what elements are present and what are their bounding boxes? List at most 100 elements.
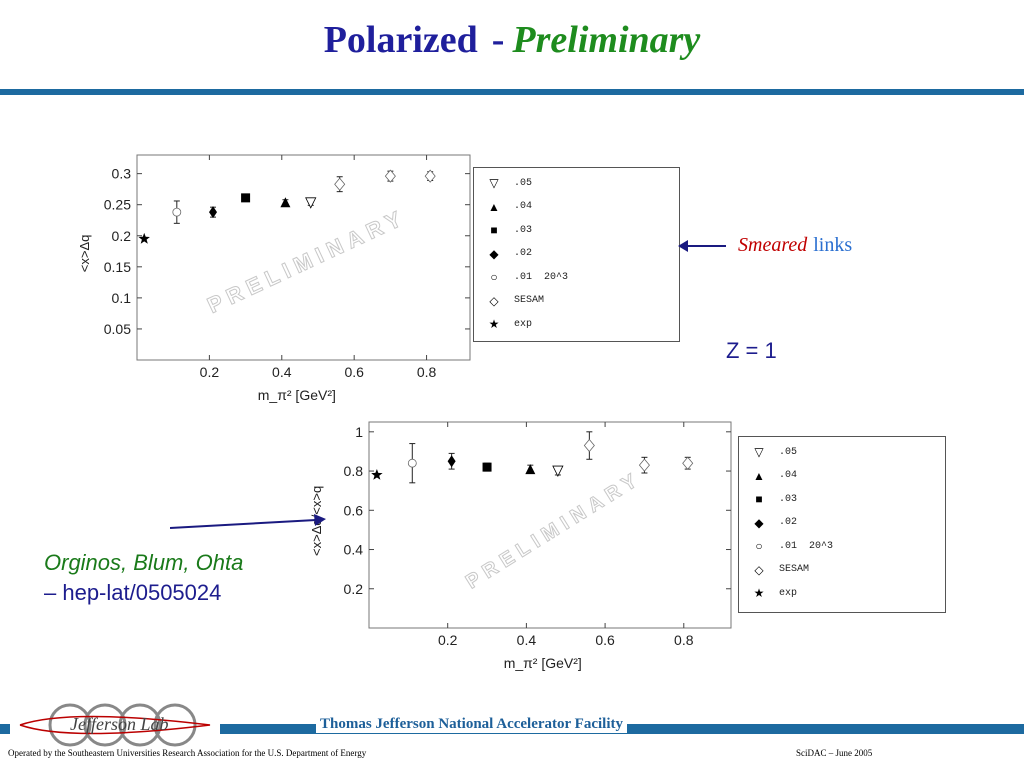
chart-lower: PRELIMINARY 0.2 0.4 0.6 0.8 0.2 0.4 0.6 0.8 1 m_π²… [309,420,736,680]
y-tick-label: 0.6 [344,502,364,518]
legend-label: .01 20^3 [779,540,834,552]
x-tick-label: 0.8 [417,364,437,380]
legend-marker-icon: ★ [488,317,500,331]
y-tick-label: 0.8 [344,463,364,479]
marker-diamond-open [334,177,346,191]
legend-label: .02 [779,517,798,528]
marker-diamond [209,206,218,219]
legend-marker-icon: ★ [753,586,765,600]
smeared-word: Smeared [738,234,808,256]
x-tick-label: 0.2 [200,364,220,380]
marker-diamond-open [424,169,436,183]
legend-upper-entry: ■ .03 [474,223,532,237]
title-separator: - [491,19,505,61]
legend-marker-icon: ■ [755,492,763,506]
series-group [138,232,150,244]
y-tick-label: 1 [355,424,363,440]
legend-lower-entry: ▲ .04 [739,469,797,483]
legend-label: .05 [779,446,798,458]
title-preliminary: Preliminary [512,19,701,61]
series-group [447,452,456,470]
legend-label: .04 [779,470,798,481]
legend-label: .04 [514,201,533,212]
y-tick-label: 0.3 [112,166,132,182]
x-tick-label: 0.6 [595,632,615,648]
y-tick-label: 0.05 [104,321,131,337]
legend-marker-icon: ◇ [754,562,764,577]
series-group [334,169,436,193]
series-group [583,431,694,474]
marker-diamond-open [384,169,396,183]
series-group [209,206,218,219]
legend-label: exp [779,587,798,599]
facility-name: Thomas Jefferson National Accelerator Fa… [316,716,627,733]
x-tick-label: 0.4 [517,632,537,648]
smeared-links-callout: Smeared links [678,234,853,257]
legend-upper-entry: ★ exp [474,317,532,331]
y-tick-label: 0.25 [104,197,131,213]
marker-diamond-open [682,456,694,470]
x-axis-label: m_π² [GeV²] [258,387,336,403]
legend-marker-icon: ▽ [489,176,499,190]
operated-by-text: Operated by the Southeastern Universitie… [8,748,367,758]
legend-marker-icon: ○ [490,270,498,284]
jefferson-lab-logo: Jefferson Lab [10,700,220,750]
x-tick-label: 0.2 [438,632,458,648]
title-main: Polarized [323,19,478,61]
legend-marker-icon: ▲ [753,468,765,483]
marker-star [138,232,150,244]
pointer-arrow-icon [170,514,326,529]
links-word: links [813,234,853,256]
legend-lower-entry: ■ .03 [739,492,797,506]
series-group [525,464,536,475]
legend-label: .05 [514,177,533,189]
legend-lower-entry: ○ .01 20^3 [739,539,833,553]
legend-label: .02 [514,248,533,259]
marker-diamond [447,455,456,468]
series-group [371,469,383,480]
legend-marker-icon: ■ [490,223,498,237]
marker-diamond-open [583,438,595,453]
legend-upper-entry: ▲ .04 [474,200,532,214]
authors-names: Orginos, Blum, Ohta [44,550,244,575]
marker-triangle-up [280,197,291,208]
series-group [552,465,564,477]
legend-marker-icon: ◇ [489,293,499,308]
legend-label: .01 20^3 [514,271,569,283]
legend-lower-entry: ◆ .02 [739,516,797,530]
legend-lower: ▽ .05 ▲ .04 ■ .03 ◆ .02 ○ .01 20^3 ◇ SESAM ★ exp [738,436,946,613]
marker-triangle-down [305,197,317,209]
marker-triangle-down [552,465,564,477]
legend-label: SESAM [514,295,545,306]
legend-marker-icon: ◆ [754,515,764,530]
legend-lower-entry: ◇ SESAM [739,563,809,577]
y-tick-label: 0.2 [344,581,364,597]
legend-upper-entry: ○ .01 20^3 [474,270,568,284]
z-label: Z = 1 [726,338,777,363]
marker-star [371,469,383,480]
left-arrow-icon [678,239,726,252]
legend-marker-icon: ◆ [489,246,499,261]
legend-marker-icon: ○ [755,539,763,553]
series-group [482,462,492,472]
marker-diamond-open [638,458,650,472]
marker-triangle-up [525,464,536,475]
marker-square [482,462,492,472]
marker-circle-open [407,458,417,468]
x-tick-label: 0.6 [344,364,364,380]
plot-frame [136,154,471,361]
series-group [305,197,317,209]
x-axis-label: m_π² [GeV²] [504,655,582,671]
series-group [407,443,417,484]
legend-label: exp [514,318,533,330]
legend-label: SESAM [779,564,810,575]
legend-upper-entry: ▽ .05 [474,176,532,190]
legend-marker-icon: ▽ [754,445,764,459]
authors-citation: Orginos, Blum, Ohta – hep-lat/0505024 [44,548,243,608]
legend-label: .03 [514,224,533,236]
x-tick-label: 0.4 [272,364,292,380]
y-tick-label: 0.15 [104,259,131,275]
series-group [172,200,182,224]
